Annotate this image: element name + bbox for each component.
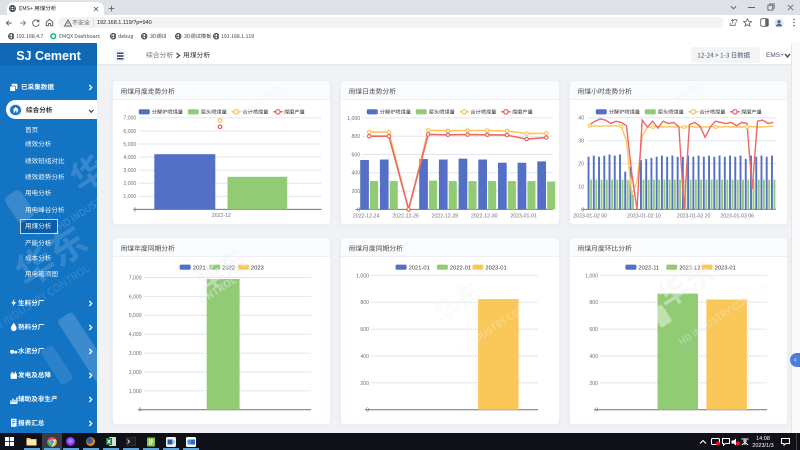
svg-text:400: 400 <box>352 171 361 177</box>
svg-text:200: 200 <box>361 380 370 386</box>
svg-text:400: 400 <box>361 353 370 359</box>
svg-text:20: 20 <box>578 162 584 168</box>
svg-text:5,000: 5,000 <box>123 142 136 148</box>
svg-text:2022-12-24: 2022-12-24 <box>353 214 380 220</box>
svg-text:2022: 2022 <box>222 265 235 271</box>
svg-text:1,000: 1,000 <box>585 273 598 279</box>
svg-text:1,000: 1,000 <box>348 116 361 122</box>
svg-text:2021: 2021 <box>193 265 206 271</box>
svg-text:800: 800 <box>361 300 370 306</box>
svg-text:7,000: 7,000 <box>123 116 136 122</box>
svg-text:10: 10 <box>578 184 584 190</box>
svg-text:0: 0 <box>139 407 142 413</box>
svg-text:3,000: 3,000 <box>129 351 142 357</box>
svg-text:2022-12-26: 2022-12-26 <box>393 214 420 220</box>
svg-text:2023: 2023 <box>251 265 264 271</box>
svg-text:600: 600 <box>589 327 598 333</box>
svg-text:30: 30 <box>578 139 584 145</box>
svg-text:200: 200 <box>352 189 361 195</box>
svg-text:2023-01-02 10: 2023-01-02 10 <box>627 214 661 220</box>
svg-text:1,000: 1,000 <box>356 273 369 279</box>
svg-text:400: 400 <box>589 353 598 359</box>
svg-text:2023-01-02 00: 2023-01-02 00 <box>573 214 607 220</box>
svg-text:2022-12-30: 2022-12-30 <box>471 214 498 220</box>
svg-text:1,000: 1,000 <box>123 194 136 200</box>
svg-text:800: 800 <box>589 300 598 306</box>
svg-text:200: 200 <box>589 380 598 386</box>
svg-text:0: 0 <box>595 407 598 413</box>
svg-text:2,000: 2,000 <box>123 181 136 187</box>
svg-text:2023-01-02 20: 2023-01-02 20 <box>677 214 711 220</box>
svg-text:0: 0 <box>358 207 361 213</box>
svg-text:40: 40 <box>578 116 584 122</box>
svg-text:6,000: 6,000 <box>129 294 142 300</box>
svg-text:2021-01: 2021-01 <box>409 265 430 271</box>
svg-text:600: 600 <box>361 327 370 333</box>
svg-text:2022-01: 2022-01 <box>450 265 471 271</box>
svg-text:6,000: 6,000 <box>123 129 136 135</box>
svg-text:800: 800 <box>352 134 361 140</box>
svg-text:5,000: 5,000 <box>129 313 142 319</box>
svg-text:2023-01: 2023-01 <box>714 265 735 271</box>
svg-text:2022-11: 2022-11 <box>638 265 659 271</box>
svg-text:4,000: 4,000 <box>129 332 142 338</box>
svg-text:2022-12: 2022-12 <box>679 265 700 271</box>
svg-text:2,000: 2,000 <box>129 369 142 375</box>
svg-text:0: 0 <box>581 207 584 213</box>
svg-text:0: 0 <box>366 407 369 413</box>
svg-text:7,000: 7,000 <box>129 275 142 281</box>
svg-text:2023-01-03 06: 2023-01-03 06 <box>720 214 754 220</box>
svg-text:2023-01: 2023-01 <box>486 265 507 271</box>
svg-text:0: 0 <box>133 207 136 213</box>
svg-text:2022-12-28: 2022-12-28 <box>432 214 459 220</box>
svg-text:3,000: 3,000 <box>123 168 136 174</box>
svg-text:600: 600 <box>352 152 361 158</box>
svg-text:4,000: 4,000 <box>123 155 136 161</box>
svg-text:1,000: 1,000 <box>129 388 142 394</box>
svg-text:2022-12: 2022-12 <box>212 213 231 219</box>
svg-text:2023-01-01: 2023-01-01 <box>511 214 538 220</box>
